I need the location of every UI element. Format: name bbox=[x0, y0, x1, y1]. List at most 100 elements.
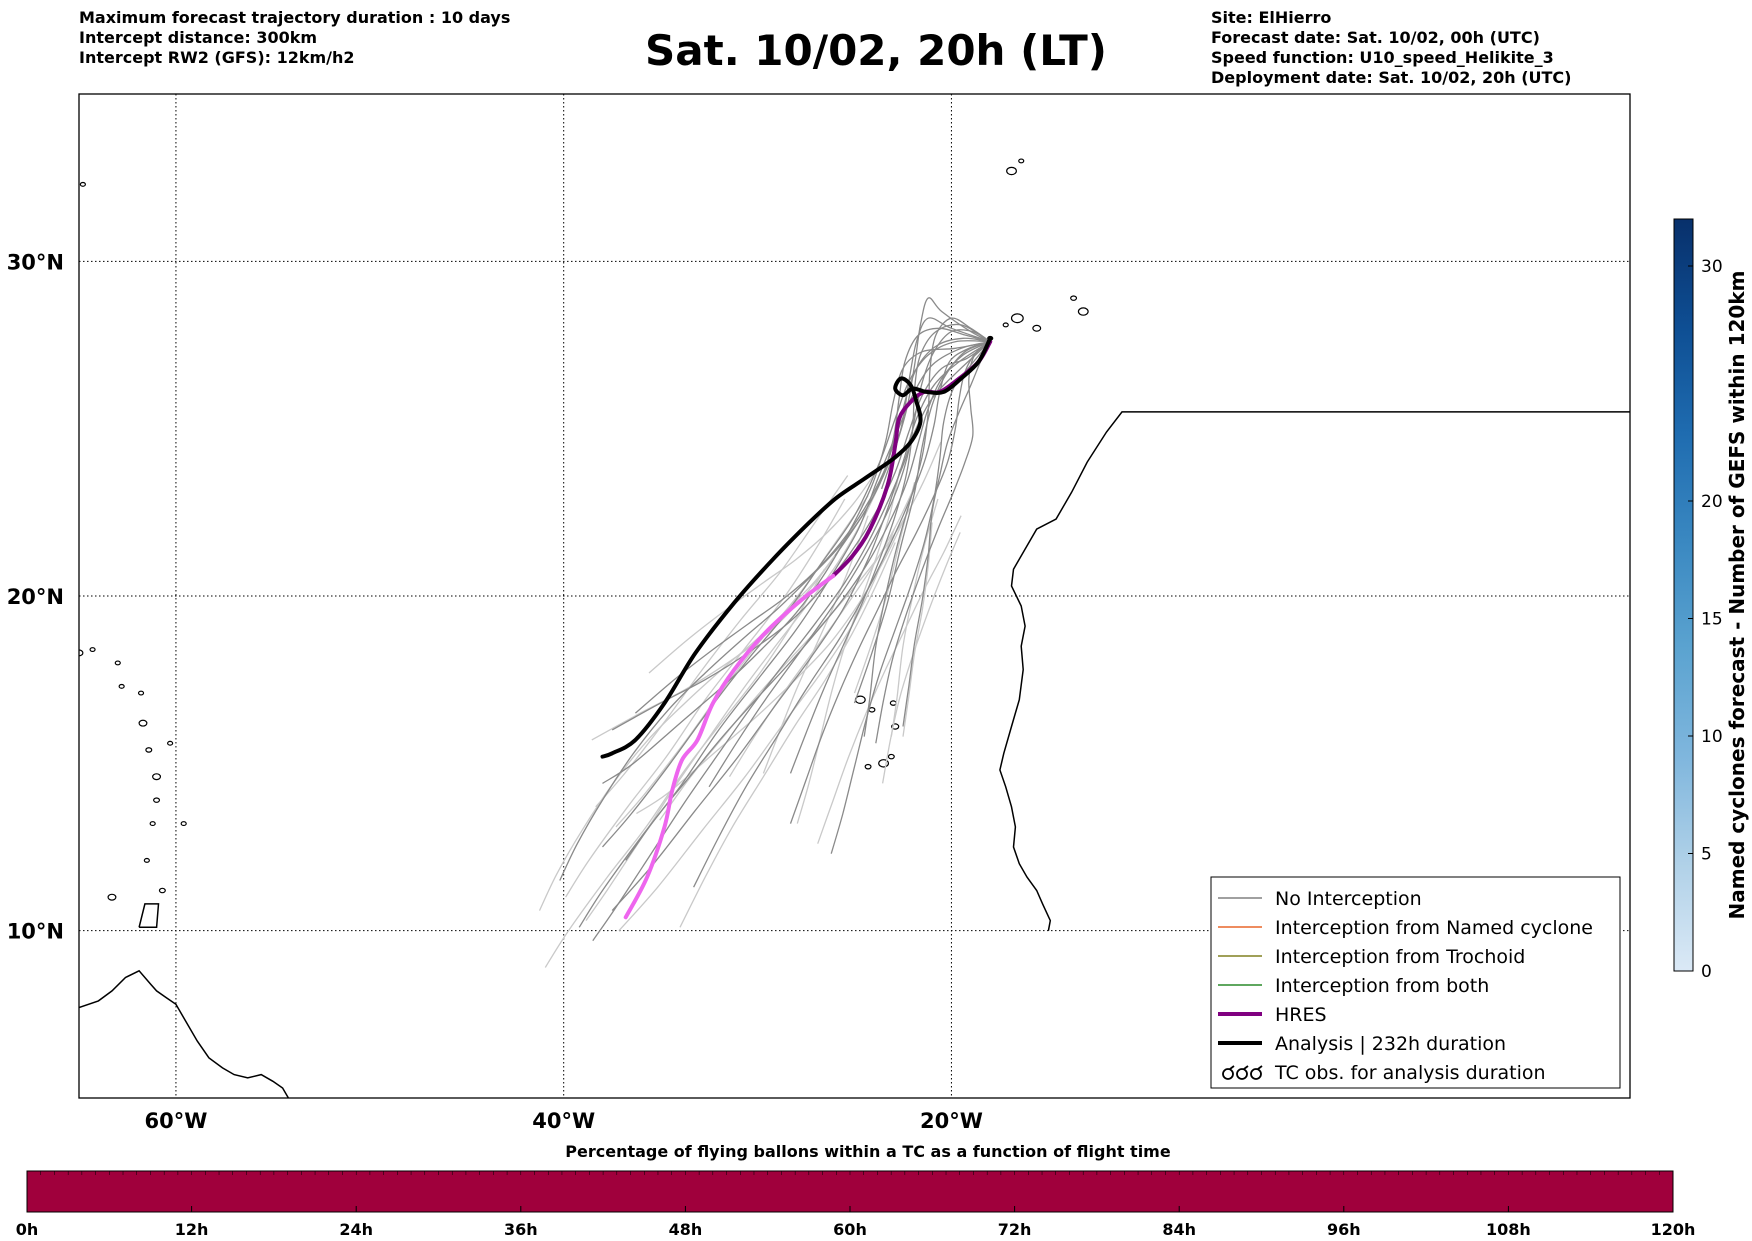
colorbar-right-tick-label: 10 bbox=[1701, 727, 1723, 747]
tc-symbol-icon bbox=[1250, 1068, 1262, 1080]
header-right-line-2: Forecast date: Sat. 10/02, 00h (UTC) bbox=[1211, 28, 1540, 47]
island bbox=[149, 821, 156, 827]
legend-label: Interception from Trochoid bbox=[1275, 946, 1525, 968]
island bbox=[89, 647, 96, 653]
island bbox=[107, 893, 117, 901]
island bbox=[1018, 158, 1025, 164]
tc-symbol-icon bbox=[1222, 1068, 1234, 1080]
tc-symbol-icon bbox=[1236, 1068, 1248, 1080]
island bbox=[167, 740, 174, 746]
tc-symbol-tail bbox=[1243, 1065, 1249, 1070]
ensemble-track bbox=[559, 327, 991, 881]
header-left-line-3: Intercept RW2 (GFS): 12km/h2 bbox=[79, 48, 355, 67]
header-left-line-2: Intercept distance: 300km bbox=[79, 28, 318, 47]
colorbar-right-bar bbox=[1673, 218, 1694, 972]
island bbox=[1002, 322, 1009, 328]
island bbox=[1010, 313, 1024, 324]
colorbar-bottom-tick-label: 24h bbox=[339, 1220, 373, 1239]
ensemble-track bbox=[602, 340, 991, 848]
ensemble-track bbox=[875, 341, 991, 744]
legend-item: TC obs. for analysis duration bbox=[1222, 1062, 1546, 1084]
ensemble-track bbox=[863, 317, 991, 737]
colorbar-right-tick-label: 15 bbox=[1701, 610, 1723, 630]
island bbox=[1032, 324, 1042, 332]
map-legend: No Interception Interception from Named c… bbox=[1210, 876, 1621, 1089]
ensemble-track-tail bbox=[659, 441, 942, 821]
ensemble-track-tail bbox=[544, 568, 825, 968]
lon-tick-label: 20°W bbox=[920, 1109, 983, 1133]
header-right-line-4: Deployment date: Sat. 10/02, 20h (UTC) bbox=[1211, 68, 1572, 87]
ensemble-track bbox=[693, 341, 991, 888]
legend-label: TC obs. for analysis duration bbox=[1274, 1062, 1546, 1084]
ensemble-track bbox=[880, 297, 991, 490]
ensemble-track-tail bbox=[636, 515, 907, 815]
ensemble-track bbox=[611, 341, 991, 912]
ensemble-track-tail bbox=[538, 545, 843, 911]
legend-item: No Interception bbox=[1218, 888, 1422, 910]
coastline-africa bbox=[999, 411, 1630, 931]
island bbox=[864, 763, 872, 770]
legend-item: Interception from Named cyclone bbox=[1218, 917, 1593, 939]
island bbox=[1070, 295, 1078, 301]
colorbar-right-tick-label: 30 bbox=[1701, 257, 1723, 277]
lat-tick-label: 20°N bbox=[7, 585, 64, 609]
island bbox=[889, 700, 897, 706]
header-right-line-3: Speed function: U10_speed_Helikite_3 bbox=[1211, 48, 1554, 67]
analysis-track-line bbox=[600, 336, 993, 759]
coastline-trinidad bbox=[138, 903, 160, 929]
legend-item: Analysis | 232h duration bbox=[1218, 1033, 1506, 1055]
axis-tick-labels: 60°W 40°W 20°W 30°N 20°N 10°N bbox=[7, 250, 983, 1133]
tc-symbol-tail bbox=[1229, 1065, 1235, 1070]
page-title: Sat. 10/02, 20h (LT) bbox=[645, 26, 1107, 75]
ensemble-track-tail bbox=[595, 475, 849, 808]
island bbox=[79, 649, 84, 657]
coastline-south-america bbox=[79, 969, 290, 1098]
analysis-track bbox=[600, 336, 993, 759]
island bbox=[158, 887, 166, 894]
legend-item: HRES bbox=[1218, 1004, 1327, 1026]
ensemble-track bbox=[592, 341, 991, 942]
island bbox=[79, 181, 86, 187]
ensemble-track-tail bbox=[796, 468, 901, 824]
ensemble-track-tail bbox=[817, 515, 962, 844]
legend-label: No Interception bbox=[1275, 888, 1422, 910]
colorbar-right-tick-label: 0 bbox=[1701, 962, 1712, 982]
header-right: Site: ElHierro Forecast date: Sat. 10/02… bbox=[1211, 8, 1571, 88]
header-left: Maximum forecast trajectory duration : 1… bbox=[79, 8, 510, 68]
lon-tick-label: 40°W bbox=[532, 1109, 595, 1133]
island bbox=[1077, 307, 1089, 316]
colorbar-bottom-tick-label: 36h bbox=[504, 1220, 538, 1239]
lon-tick-label: 60°W bbox=[144, 1109, 207, 1133]
legend-item: Interception from both bbox=[1218, 975, 1489, 997]
ensemble-track-tail bbox=[565, 498, 846, 898]
ensemble-track bbox=[708, 329, 991, 788]
island bbox=[180, 821, 187, 827]
legend-label: Analysis | 232h duration bbox=[1275, 1033, 1506, 1055]
ensemble-track bbox=[611, 341, 991, 731]
colorbar-right-tick-label: 20 bbox=[1701, 492, 1723, 512]
ensemble-track bbox=[830, 341, 991, 854]
hres-track bbox=[623, 339, 993, 920]
header-right-line-1: Site: ElHierro bbox=[1211, 8, 1332, 27]
colorbar-bottom-tick-label: 108h bbox=[1486, 1220, 1531, 1239]
island bbox=[114, 660, 121, 666]
colorbar-bottom-tick-label: 84h bbox=[1162, 1220, 1196, 1239]
colorbar-bottom: Percentage of flying ballons within a TC… bbox=[16, 1142, 1696, 1239]
legend-label: HRES bbox=[1275, 1004, 1327, 1026]
ensemble-track-tail bbox=[902, 522, 933, 737]
island bbox=[887, 753, 895, 760]
colorbar-bottom-tick-label: 48h bbox=[669, 1220, 703, 1239]
island bbox=[143, 857, 150, 863]
coastlines bbox=[79, 158, 1630, 1098]
legend-label: Interception from Named cyclone bbox=[1275, 917, 1593, 939]
ensemble-track-tail bbox=[679, 542, 896, 928]
colorbar-bottom-tick-label: 60h bbox=[833, 1220, 867, 1239]
colorbar-bottom-title: Percentage of flying ballons within a TC… bbox=[565, 1142, 1171, 1161]
island bbox=[138, 719, 148, 727]
ensemble-track bbox=[634, 337, 991, 714]
island bbox=[145, 747, 153, 753]
colorbar-bottom-tick-label: 120h bbox=[1651, 1220, 1696, 1239]
tc-symbol-tail bbox=[1257, 1065, 1263, 1070]
hres-track-late bbox=[623, 573, 836, 920]
